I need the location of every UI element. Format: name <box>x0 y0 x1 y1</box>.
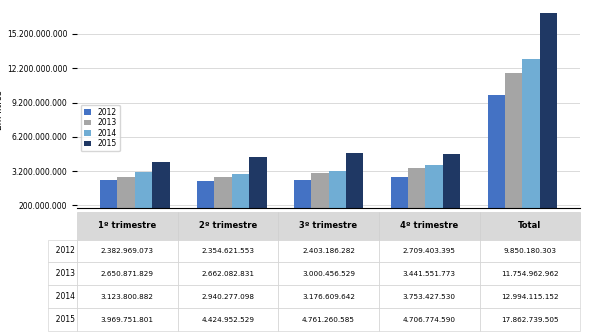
Bar <box>505 73 522 208</box>
Y-axis label: Em litros: Em litros <box>0 91 4 130</box>
Bar <box>214 177 231 208</box>
Bar <box>408 169 426 208</box>
Bar <box>311 174 329 208</box>
Bar <box>152 162 170 208</box>
Bar <box>443 154 461 208</box>
Bar <box>135 172 152 208</box>
Bar <box>391 177 408 208</box>
Bar <box>249 157 266 208</box>
Bar <box>329 172 346 208</box>
Bar <box>426 165 443 208</box>
Bar <box>522 59 540 208</box>
Bar <box>231 174 249 208</box>
Bar <box>487 95 505 208</box>
Bar <box>117 178 135 208</box>
Bar <box>294 180 311 208</box>
Bar <box>197 181 214 208</box>
Bar <box>540 4 557 208</box>
Legend: 2012, 2013, 2014, 2015: 2012, 2013, 2014, 2015 <box>81 105 120 151</box>
Bar <box>346 153 363 208</box>
Bar <box>100 181 117 208</box>
